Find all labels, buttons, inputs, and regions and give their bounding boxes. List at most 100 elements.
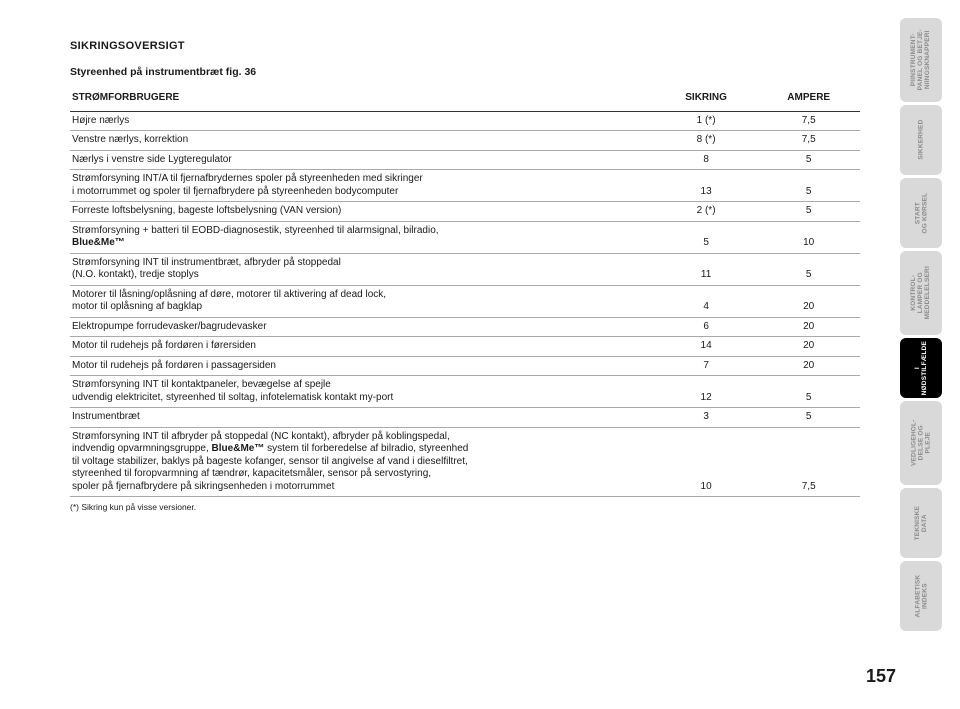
cell-ampere [757,221,860,237]
cell-desc: Strømforsyning INT til instrumentbræt, a… [70,253,655,269]
footnote: (*) Sikring kun på visse versioner. [70,502,860,512]
table-row: i motorrummet og spoler til fjernafbryde… [70,186,860,202]
section-title: SIKRINGSOVERSIGT [70,40,860,52]
cell-sikring: 8 (*) [655,131,758,151]
side-tab-label: I NØDSTILFÆLDE [914,341,928,395]
side-tab[interactable]: VEDLIGEHOL- DELSE OG PLEJE [900,401,942,485]
cell-ampere: 7,5 [757,481,860,497]
cell-sikring: 10 [655,481,758,497]
table-row: motor til oplåsning af bagklap420 [70,301,860,317]
cell-desc: Motor til rudehejs på fordøren i passage… [70,356,655,376]
side-tab-label: KONTROL- LAMPER OG MEDDELELSERI [910,266,931,319]
cell-ampere: 5 [757,186,860,202]
cell-ampere [757,285,860,301]
table-header-row: STRØMFORBRUGERE SIKRING AMPERE [70,88,860,111]
table-row: Motorer til låsning/oplåsning af døre, m… [70,285,860,301]
cell-sikring [655,170,758,186]
cell-ampere: 5 [757,392,860,408]
cell-sikring: 8 [655,150,758,170]
cell-sikring [655,456,758,469]
cell-ampere [757,456,860,469]
col-header-desc: STRØMFORBRUGERE [70,88,655,111]
col-header-sikring: SIKRING [655,88,758,111]
table-row: (N.O. kontakt), tredje stoplys115 [70,269,860,285]
cell-sikring [655,468,758,481]
side-tab-label: START OG KØRSEL [914,193,928,234]
cell-ampere: 7,5 [757,131,860,151]
cell-ampere [757,253,860,269]
cell-sikring [655,221,758,237]
cell-sikring: 1 (*) [655,111,758,131]
cell-sikring: 13 [655,186,758,202]
table-row: Strømforsyning INT til instrumentbræt, a… [70,253,860,269]
cell-desc: motor til oplåsning af bagklap [70,301,655,317]
side-tabs: PIINSTRUMENT- PANEL OG BETJE- NIINGSKNAP… [900,18,942,631]
table-row: spoler på fjernafbrydere på sikringsenhe… [70,481,860,497]
table-row: Elektropumpe forrudevasker/bagrudevasker… [70,317,860,337]
cell-ampere: 20 [757,317,860,337]
side-tab-label: VEDLIGEHOL- DELSE OG PLEJE [910,420,931,467]
table-row: Strømforsyning INT til kontaktpaneler, b… [70,376,860,392]
cell-sikring: 3 [655,408,758,428]
cell-ampere [757,376,860,392]
side-tab[interactable]: ALFABETISK INDEKS [900,561,942,631]
cell-ampere: 10 [757,237,860,253]
table-row: styreenhed til foropvarmning af tændrør,… [70,468,860,481]
page-content: SIKRINGSOVERSIGT Styreenhed på instrumen… [70,40,860,512]
side-tab[interactable]: SIKKERHED [900,105,942,175]
cell-desc: til voltage stabilizer, baklys på bagest… [70,456,655,469]
side-tab-label: PIINSTRUMENT- PANEL OG BETJE- NIINGSKNAP… [910,29,931,90]
cell-ampere [757,170,860,186]
table-row: Motor til rudehejs på fordøren i førersi… [70,337,860,357]
section-subtitle: Styreenhed på instrumentbræt fig. 36 [70,66,860,78]
cell-desc: Strømforsyning INT til afbryder på stopp… [70,427,655,443]
table-row: Motor til rudehejs på fordøren i passage… [70,356,860,376]
side-tab[interactable]: KONTROL- LAMPER OG MEDDELELSERI [900,251,942,335]
cell-desc: spoler på fjernafbrydere på sikringsenhe… [70,481,655,497]
cell-desc: Strømforsyning INT til kontaktpaneler, b… [70,376,655,392]
cell-sikring [655,443,758,456]
cell-ampere [757,427,860,443]
table-row: Strømforsyning INT/A til fjernafbryderne… [70,170,860,186]
page-number: 157 [866,666,896,687]
fuse-table-body: Højre nærlys1 (*)7,5Venstre nærlys, korr… [70,111,860,497]
side-tab[interactable]: TEKNISKE DATA [900,488,942,558]
cell-sikring: 12 [655,392,758,408]
cell-desc: Strømforsyning INT/A til fjernafbryderne… [70,170,655,186]
cell-desc: Nærlys i venstre side Lygteregulator [70,150,655,170]
cell-desc: Højre nærlys [70,111,655,131]
table-row: Strømforsyning + batteri til EOBD-diagno… [70,221,860,237]
cell-ampere: 5 [757,150,860,170]
cell-ampere [757,443,860,456]
cell-desc: indvendig opvarmningsgruppe, Blue&Me™ sy… [70,443,655,456]
cell-ampere: 20 [757,337,860,357]
cell-sikring: 2 (*) [655,202,758,222]
cell-sikring [655,253,758,269]
cell-desc: Blue&Me™ [70,237,655,253]
side-tab-label: SIKKERHED [917,120,924,160]
cell-desc: Venstre nærlys, korrektion [70,131,655,151]
table-row: Strømforsyning INT til afbryder på stopp… [70,427,860,443]
side-tab[interactable]: I NØDSTILFÆLDE [900,338,942,398]
cell-ampere: 5 [757,202,860,222]
table-row: Højre nærlys1 (*)7,5 [70,111,860,131]
cell-desc: (N.O. kontakt), tredje stoplys [70,269,655,285]
table-row: udvendig elektricitet, styreenhed til so… [70,392,860,408]
fuse-table: STRØMFORBRUGERE SIKRING AMPERE Højre nær… [70,88,860,497]
cell-desc: Forreste loftsbelysning, bageste loftsbe… [70,202,655,222]
cell-desc: Motorer til låsning/oplåsning af døre, m… [70,285,655,301]
table-row: til voltage stabilizer, baklys på bagest… [70,456,860,469]
cell-desc: Instrumentbræt [70,408,655,428]
col-header-ampere: AMPERE [757,88,860,111]
cell-ampere: 7,5 [757,111,860,131]
cell-sikring: 5 [655,237,758,253]
cell-desc: styreenhed til foropvarmning af tændrør,… [70,468,655,481]
cell-sikring: 14 [655,337,758,357]
cell-sikring [655,427,758,443]
side-tab[interactable]: START OG KØRSEL [900,178,942,248]
cell-sikring [655,285,758,301]
cell-ampere [757,468,860,481]
side-tab[interactable]: PIINSTRUMENT- PANEL OG BETJE- NIINGSKNAP… [900,18,942,102]
side-tab-label: TEKNISKE DATA [914,506,928,540]
cell-desc: Motor til rudehejs på fordøren i førersi… [70,337,655,357]
